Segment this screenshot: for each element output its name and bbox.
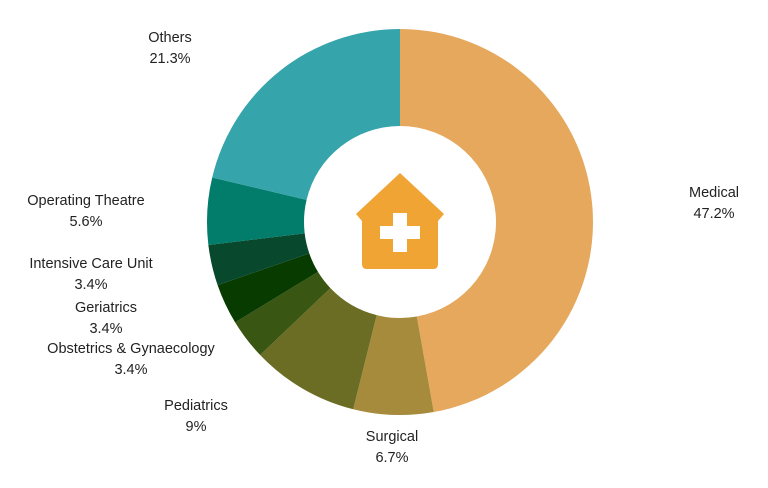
label-pediatrics: Pediatrics <box>164 398 228 414</box>
value-geriatrics: 3.4% <box>89 321 122 337</box>
label-surgical: Surgical <box>366 429 418 445</box>
value-medical: 47.2% <box>693 206 734 222</box>
slice-pediatrics <box>260 288 377 410</box>
slice-obstetrics-gynaecology <box>235 271 331 355</box>
hospital-icon <box>356 173 444 269</box>
slice-surgical <box>353 315 434 415</box>
label-others: Others <box>148 30 192 46</box>
slice-intensive-care-unit <box>208 233 310 286</box>
value-surgical: 6.7% <box>375 450 408 466</box>
slice-geriatrics <box>217 253 318 323</box>
slice-others <box>212 29 400 200</box>
value-others: 21.3% <box>149 51 190 67</box>
medical-cross-icon <box>380 213 420 252</box>
label-obstetrics: Obstetrics & Gynaecology <box>47 341 215 357</box>
label-icu: Intensive Care Unit <box>29 256 152 272</box>
slice-operating-theatre <box>207 177 307 245</box>
labels: Medical 47.2% Surgical 6.7% Pediatrics 9… <box>27 30 739 466</box>
slice-medical <box>400 29 593 413</box>
slices <box>207 29 593 415</box>
label-operating-theatre: Operating Theatre <box>27 193 144 209</box>
value-obstetrics: 3.4% <box>114 362 147 378</box>
label-geriatrics: Geriatrics <box>75 300 137 316</box>
label-medical: Medical <box>689 185 739 201</box>
value-pediatrics: 9% <box>186 419 207 435</box>
value-operating-theatre: 5.6% <box>69 214 102 230</box>
value-icu: 3.4% <box>74 277 107 293</box>
